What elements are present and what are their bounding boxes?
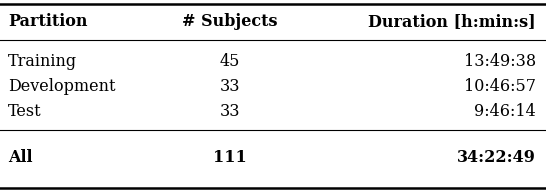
Text: 45: 45 [220,54,240,70]
Text: 33: 33 [219,79,240,95]
Text: Test: Test [8,104,41,120]
Text: 111: 111 [213,150,247,166]
Text: Partition: Partition [8,14,87,30]
Text: 34:22:49: 34:22:49 [457,150,536,166]
Text: 33: 33 [219,104,240,120]
Text: Development: Development [8,79,116,95]
Text: Training: Training [8,54,77,70]
Text: 9:46:14: 9:46:14 [474,104,536,120]
Text: All: All [8,150,33,166]
Text: 10:46:57: 10:46:57 [464,79,536,95]
Text: Duration [h:min:s]: Duration [h:min:s] [369,14,536,30]
Text: 13:49:38: 13:49:38 [464,54,536,70]
Text: # Subjects: # Subjects [182,14,278,30]
